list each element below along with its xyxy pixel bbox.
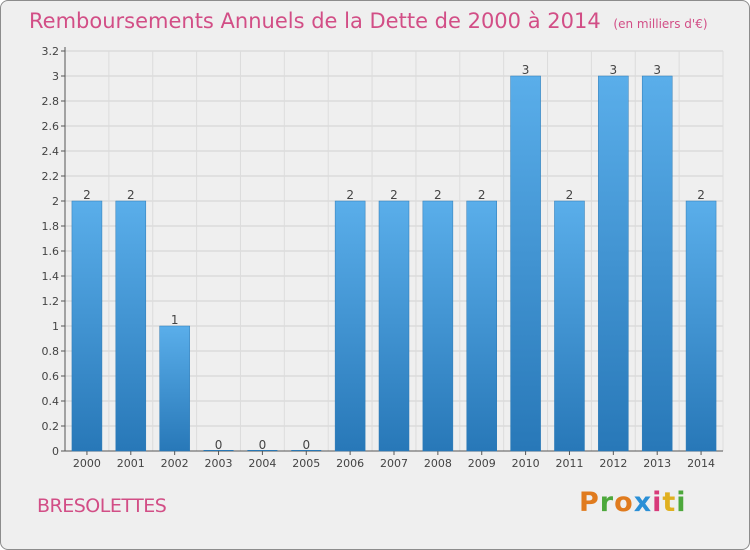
value-labels: 2 2 1 0 0 0 2 2 2 2 3 2 3 3 2 bbox=[83, 63, 705, 452]
bars bbox=[71, 75, 717, 452]
logo-letter: i bbox=[676, 487, 687, 518]
x-tick-label: 2005 bbox=[292, 457, 320, 470]
value-label: 3 bbox=[653, 63, 661, 77]
x-tick-label: 2012 bbox=[599, 457, 627, 470]
x-tick-label: 2011 bbox=[555, 457, 583, 470]
logo-letter: r bbox=[599, 487, 615, 518]
y-tick-label: 0.8 bbox=[42, 345, 60, 358]
bar bbox=[71, 200, 103, 452]
value-label: 0 bbox=[302, 438, 310, 452]
bar bbox=[334, 200, 366, 452]
y-tick-label: 2.2 bbox=[42, 170, 60, 183]
x-tick-label: 2004 bbox=[248, 457, 276, 470]
y-tick-label: 1.2 bbox=[42, 295, 60, 308]
value-label: 2 bbox=[434, 188, 442, 202]
x-tick-labels: 2000 2001 2002 2003 2004 2005 2006 2007 2008 2009… bbox=[73, 457, 715, 470]
x-tick-label: 2000 bbox=[73, 457, 101, 470]
bar bbox=[598, 75, 629, 452]
y-tick-label: 2.4 bbox=[42, 145, 60, 158]
bar bbox=[159, 325, 190, 452]
value-label: 3 bbox=[610, 63, 618, 77]
chart-unit-note: (en milliers d'€) bbox=[613, 17, 708, 31]
y-tick-label: 0.4 bbox=[42, 395, 60, 408]
value-label: 2 bbox=[390, 188, 398, 202]
y-tick-label: 1 bbox=[52, 320, 59, 333]
x-tick-label: 2010 bbox=[512, 457, 540, 470]
y-tick-label: 0.2 bbox=[42, 420, 60, 433]
value-label: 2 bbox=[346, 188, 354, 202]
x-tick-label: 2003 bbox=[205, 457, 233, 470]
chart-title-text: Remboursements Annuels de la Dette de 20… bbox=[29, 9, 601, 33]
bar bbox=[641, 75, 673, 452]
x-tick-label: 2001 bbox=[117, 457, 145, 470]
x-tick-label: 2006 bbox=[336, 457, 364, 470]
y-tick-label: 1.6 bbox=[42, 245, 60, 258]
bar bbox=[115, 200, 147, 452]
value-label: 2 bbox=[566, 188, 574, 202]
logo-letter: i bbox=[652, 487, 663, 518]
bar bbox=[247, 450, 278, 451]
value-label: 0 bbox=[215, 438, 223, 452]
value-label: 2 bbox=[697, 188, 705, 202]
commune-name: BRESOLETTES bbox=[37, 495, 167, 517]
x-tick-label: 2014 bbox=[687, 457, 715, 470]
bar bbox=[422, 200, 454, 452]
bar bbox=[685, 200, 717, 452]
y-tick-label: 1.8 bbox=[42, 220, 60, 233]
y-tick-label: 0.6 bbox=[42, 370, 60, 383]
bar bbox=[203, 450, 234, 451]
proxiti-logo: Proxiti bbox=[579, 487, 687, 518]
y-tick-label: 3.2 bbox=[42, 45, 60, 58]
value-label: 3 bbox=[522, 63, 530, 77]
bar bbox=[291, 450, 322, 451]
y-tick-label: 2 bbox=[52, 195, 59, 208]
chart-title: Remboursements Annuels de la Dette de 20… bbox=[29, 9, 708, 33]
value-label: 1 bbox=[171, 313, 179, 327]
y-tick-label: 2.8 bbox=[42, 95, 60, 108]
y-tick-label: 2.6 bbox=[42, 120, 60, 133]
value-label: 2 bbox=[478, 188, 486, 202]
value-label: 2 bbox=[127, 188, 135, 202]
logo-letter: t bbox=[662, 487, 677, 518]
bar bbox=[510, 75, 541, 452]
x-tick-label: 2007 bbox=[380, 457, 408, 470]
x-tick-label: 2002 bbox=[161, 457, 189, 470]
y-tick-labels: 0 0.2 0.4 0.6 0.8 1 1.2 1.4 1.6 1.8 2 2.2 2.4 2.6 2.8 3… bbox=[42, 45, 60, 458]
x-tick-label: 2008 bbox=[424, 457, 452, 470]
logo-letter: x bbox=[633, 487, 653, 518]
x-tick-label: 2013 bbox=[643, 457, 671, 470]
value-label: 2 bbox=[83, 188, 91, 202]
logo-letter: o bbox=[614, 487, 634, 518]
bar bbox=[466, 200, 497, 452]
bar bbox=[554, 200, 585, 452]
y-tick-label: 1.4 bbox=[42, 270, 60, 283]
x-tick-label: 2009 bbox=[468, 457, 496, 470]
value-label: 0 bbox=[259, 438, 267, 452]
y-tick-label: 3 bbox=[52, 70, 59, 83]
logo-letter: P bbox=[579, 487, 600, 518]
y-tick-label: 0 bbox=[52, 445, 59, 458]
bar bbox=[378, 200, 410, 452]
